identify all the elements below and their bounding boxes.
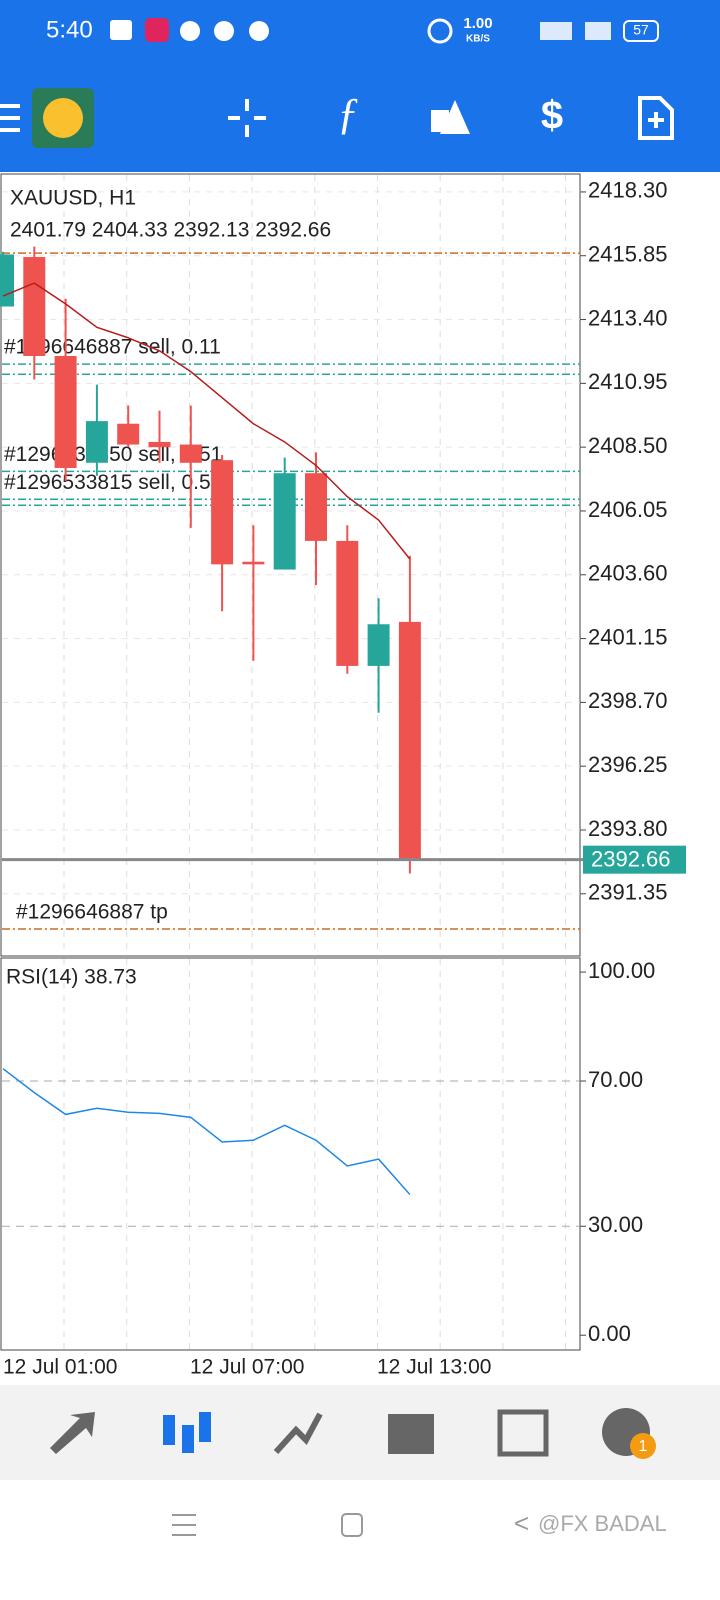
- current-price-box: [583, 845, 686, 874]
- candle-body: [148, 441, 171, 448]
- plot: 2418.30 2415.85 2413.40 2410.95 2408.50 2406.…: [0, 178, 686, 1346]
- y-tick-label: 2401.15: [588, 624, 668, 649]
- status-icon: [110, 20, 132, 40]
- candle-body: [242, 561, 265, 565]
- y-tick-label: 100.00: [588, 958, 655, 983]
- badge-count: 1: [639, 1438, 648, 1455]
- time-label: 12 Jul 13:00: [377, 1356, 491, 1379]
- chart-tab[interactable]: [163, 1412, 211, 1453]
- candle-body: [336, 540, 359, 666]
- crosshair-button[interactable]: [228, 99, 266, 137]
- candle-body: [0, 254, 14, 307]
- y-tick-label: 2393.80: [588, 816, 668, 841]
- y-tick-label: 2396.25: [588, 752, 668, 777]
- y-tick-label: 2418.30: [588, 178, 668, 203]
- candle-body: [54, 356, 77, 468]
- symbol: XAUUSD, H1: [10, 187, 136, 210]
- y-tick-label: 2403.60: [588, 561, 668, 586]
- status-icon: [180, 21, 200, 41]
- app-logo-mark: [43, 98, 83, 138]
- candle-body: [211, 460, 234, 565]
- time-label: 12 Jul 01:00: [3, 1356, 117, 1379]
- candle-body: [179, 444, 202, 463]
- new-order-button[interactable]: [638, 96, 674, 140]
- indicators-button[interactable]: ƒ: [337, 89, 359, 138]
- current-price: 2392.66: [591, 846, 671, 871]
- status-icon: [427, 18, 453, 44]
- y-tick-label: 2413.40: [588, 305, 668, 330]
- history-tab[interactable]: [388, 1414, 434, 1454]
- system-home-button[interactable]: [341, 1513, 363, 1537]
- rsi-label: RSI(14) 38.73: [6, 966, 137, 989]
- battery-level: 57: [633, 22, 649, 38]
- vertical-grid: [63, 175, 567, 1349]
- status-icon: [214, 21, 234, 41]
- signal: [540, 22, 572, 40]
- trade-tab[interactable]: [273, 1412, 323, 1455]
- order-label: #1296646887 sell, 0.11: [4, 336, 221, 359]
- y-tick-label: 2398.70: [588, 688, 668, 713]
- net-speed: 1.00: [463, 15, 492, 32]
- order-label: #1296533815 sell, 0.51: [4, 471, 222, 494]
- order-label: #1296646887 tp: [16, 901, 168, 924]
- status-icon: [145, 18, 169, 42]
- y-tick-label: 2391.35: [588, 880, 668, 905]
- rsi-pane: [0, 957, 581, 1351]
- candle-body: [398, 621, 421, 860]
- y-tick-label: 2406.05: [588, 497, 668, 522]
- messages-badge: [630, 1433, 656, 1459]
- y-tick-label: 2415.85: [588, 242, 668, 267]
- y-tick-label: 2408.50: [588, 433, 668, 458]
- ohlc: 2401.79 2404.33 2392.13 2392.66: [10, 219, 331, 242]
- objects-button[interactable]: [431, 100, 470, 134]
- trade-button[interactable]: $: [541, 94, 563, 138]
- watermark: @FX BADAL: [538, 1511, 667, 1536]
- y-tick-label: 70.00: [588, 1067, 643, 1092]
- candle-body: [85, 421, 108, 463]
- quotes-tab[interactable]: [50, 1412, 95, 1454]
- system-back-button[interactable]: <: [514, 1508, 529, 1538]
- rsi-line: [2, 1068, 411, 1196]
- bottom-nav: [0, 1385, 720, 1480]
- candle-body: [367, 624, 390, 666]
- battery: [623, 20, 659, 42]
- status-icon: [249, 21, 269, 41]
- candle-body: [117, 423, 140, 445]
- time-label: 12 Jul 07:00: [190, 1356, 304, 1379]
- menu-button[interactable]: [0, 104, 20, 132]
- app-header: [0, 0, 720, 172]
- news-tab[interactable]: [497, 1409, 549, 1457]
- price-pane: [0, 173, 581, 957]
- y-tick-label: 30.00: [588, 1212, 643, 1237]
- status-time: 5:40: [46, 16, 93, 43]
- candle-body: [23, 257, 46, 357]
- candle-body: [273, 473, 296, 570]
- y-tick-label: 0.00: [588, 1321, 631, 1346]
- net-unit: KB/S: [466, 34, 490, 45]
- candle-body: [305, 473, 327, 541]
- signal: [585, 22, 611, 40]
- moving-average: [2, 282, 411, 560]
- system-menu-button[interactable]: [172, 1514, 196, 1536]
- y-tick-label: 2410.95: [588, 369, 668, 394]
